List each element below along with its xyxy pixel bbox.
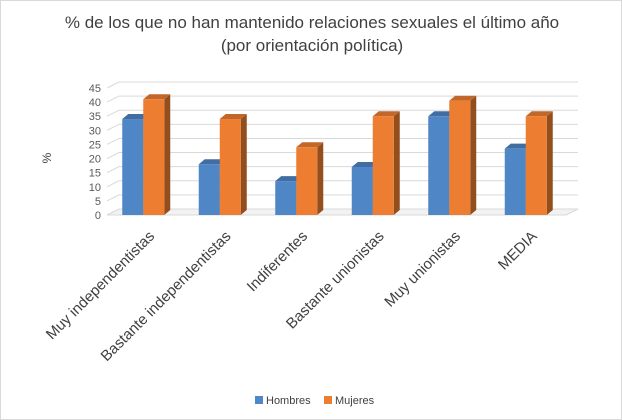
y-tick-label: 25 <box>89 139 101 151</box>
bar-top <box>504 143 532 149</box>
bar-side <box>546 111 553 215</box>
legend-swatch <box>324 396 332 404</box>
bar-top <box>296 142 324 148</box>
bar-top <box>372 111 400 117</box>
gridline <box>106 152 578 160</box>
y-tick-label: 45 <box>89 83 101 95</box>
gridline <box>106 137 578 145</box>
chart-title: % de los que no han mantenido relaciones… <box>65 13 559 32</box>
y-tick-label: 20 <box>89 154 101 166</box>
legend-label: Mujeres <box>335 395 375 407</box>
bar-side <box>317 142 324 215</box>
legend-label: Hombres <box>266 395 311 407</box>
gridline <box>106 95 578 103</box>
gridline <box>106 123 578 131</box>
x-tick-label: MEDIA <box>495 228 541 274</box>
bar-top <box>198 159 226 165</box>
y-tick-label: 5 <box>95 196 101 208</box>
gridlines <box>106 81 578 216</box>
x-tick-label: Muy unionistas <box>381 228 464 311</box>
gridline <box>106 81 578 89</box>
bar <box>122 119 144 215</box>
y-tick-label: 0 <box>95 210 101 222</box>
gridline <box>106 194 578 202</box>
bar-top <box>219 114 247 120</box>
bar <box>143 99 165 215</box>
legend: Hombres Mujeres <box>255 395 375 407</box>
bar <box>219 119 241 215</box>
y-axis-label: % <box>40 152 54 163</box>
y-tick-label: 30 <box>89 125 101 137</box>
bar-top <box>351 162 379 168</box>
y-tick-label: 35 <box>89 111 101 123</box>
bar <box>428 116 450 215</box>
chart-subtitle: (por orientación política) <box>221 36 403 55</box>
gridline <box>106 109 578 117</box>
y-tick-label: 40 <box>89 97 101 109</box>
bar-top <box>122 114 150 120</box>
y-tick-label: 10 <box>89 182 101 194</box>
x-tick-label: Bastante independentistas <box>98 228 235 365</box>
legend-swatch <box>255 396 263 404</box>
bar-side <box>393 111 400 215</box>
bar-top <box>449 95 477 101</box>
bar-side <box>164 94 171 215</box>
bar <box>198 164 220 215</box>
bar-side <box>240 114 247 215</box>
bar <box>525 116 547 215</box>
bar-top <box>275 176 303 182</box>
y-tick-label: 15 <box>89 168 101 180</box>
bar-side <box>470 95 477 215</box>
bar <box>449 100 471 215</box>
bar <box>372 116 394 215</box>
bars <box>122 94 553 215</box>
bar <box>351 167 373 215</box>
bar-top <box>428 111 456 117</box>
bar <box>504 148 526 215</box>
gridline <box>106 180 578 188</box>
bar-top <box>525 111 553 117</box>
x-tick-label: Indiferentes <box>244 228 311 295</box>
bar-top <box>143 94 171 100</box>
bar <box>275 181 297 215</box>
bar <box>296 147 318 215</box>
gridline <box>106 166 578 174</box>
